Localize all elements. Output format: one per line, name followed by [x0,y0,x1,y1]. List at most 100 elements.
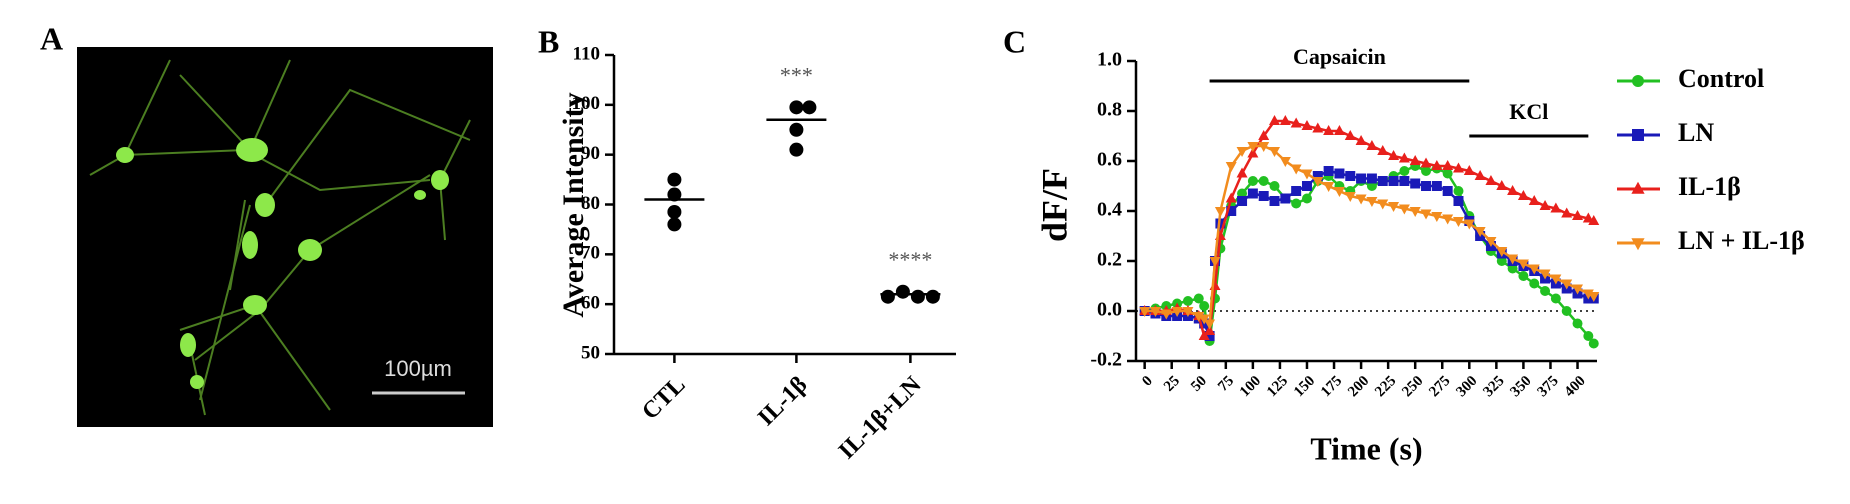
marker [1301,169,1313,180]
marker [1160,309,1172,320]
marker [1258,130,1270,140]
y-tick-label: 90 [581,143,600,164]
marker [1507,185,1519,195]
marker [1442,160,1454,170]
x-tick-label: 300 [1453,373,1480,400]
marker [1496,180,1508,190]
y-tick-label: 0.4 [1097,199,1122,221]
marker [1345,171,1356,181]
marker [1279,115,1291,125]
data-point [802,100,817,115]
marker [1442,168,1453,179]
marker [1517,190,1529,200]
marker [1409,155,1421,165]
y-tick-label: -0.2 [1090,349,1122,371]
cell-bodies [116,138,449,389]
marker [1323,166,1334,176]
marker [1588,215,1600,225]
marker [1366,173,1377,184]
marker [1388,202,1400,212]
marker [1323,125,1335,135]
data-point [789,142,804,157]
data-point [667,172,682,187]
marker [1631,181,1645,194]
x-tick-label: 50 [1188,373,1210,395]
marker [1356,173,1367,184]
marker [1420,157,1432,168]
marker [1463,219,1475,230]
marker [1388,176,1399,186]
marker [1632,75,1644,87]
marker [1561,279,1573,290]
marker [1421,166,1432,176]
marker [1398,204,1410,215]
annotation-label: Capsaicin [1293,44,1386,69]
marker [1312,177,1324,187]
marker [1366,140,1378,150]
x-tick-label: 150 [1291,373,1318,400]
legend-label: LN + IL-1β [1678,226,1805,255]
marker [1236,167,1248,178]
marker [1496,247,1508,257]
x-tick-label: 350 [1507,373,1534,400]
marker [1204,325,1216,335]
data-point [925,289,940,304]
marker [1366,197,1378,207]
legend-label: LN [1678,118,1714,147]
marker [1561,306,1572,316]
marker [1214,207,1226,217]
marker [1485,237,1497,247]
marker [1539,200,1551,210]
x-tick-label: IL-1β [753,372,812,431]
marker [1572,210,1584,220]
y-tick-label: 0.6 [1097,149,1122,171]
data-point [667,204,682,219]
marker [1280,193,1291,204]
marker [1209,257,1221,267]
x-tick-label: 225 [1372,373,1399,400]
marker [1215,218,1226,229]
marker [1258,191,1269,201]
marker [1540,286,1551,296]
marker [1269,196,1280,206]
marker [1588,292,1600,302]
data-point [910,289,925,304]
x-tick-label: 0 [1139,373,1156,390]
marker [1550,293,1561,304]
marker [1333,125,1345,135]
marker [1226,206,1237,216]
y-tick-label: 60 [581,293,600,314]
marker [1193,293,1204,304]
panel-label: C [1003,23,1026,59]
marker [1333,187,1345,197]
marker [1583,331,1594,341]
panel-label: A [40,20,63,56]
data-point [667,217,682,232]
marker [1344,130,1356,140]
marker [1518,271,1529,281]
marker [1312,122,1324,133]
x-tick-label: 125 [1264,373,1291,400]
data-point [880,289,895,304]
marker [1204,331,1215,341]
marker [1431,181,1442,191]
marker [1421,181,1432,191]
y-tick-label: 1.0 [1097,49,1122,71]
x-tick-label: 250 [1399,373,1426,400]
marker [1409,207,1421,217]
marker [1398,152,1410,163]
marker [1225,192,1237,203]
marker [1529,278,1540,289]
x-tick-label: 75 [1215,373,1237,395]
marker [1631,238,1645,251]
marker [1258,142,1270,152]
marker [1312,171,1323,181]
y-tick-label: 110 [573,43,600,64]
marker [1507,254,1519,265]
data-point [789,100,804,115]
marker [1463,165,1475,175]
marker [1355,194,1367,205]
marker [1279,157,1291,167]
